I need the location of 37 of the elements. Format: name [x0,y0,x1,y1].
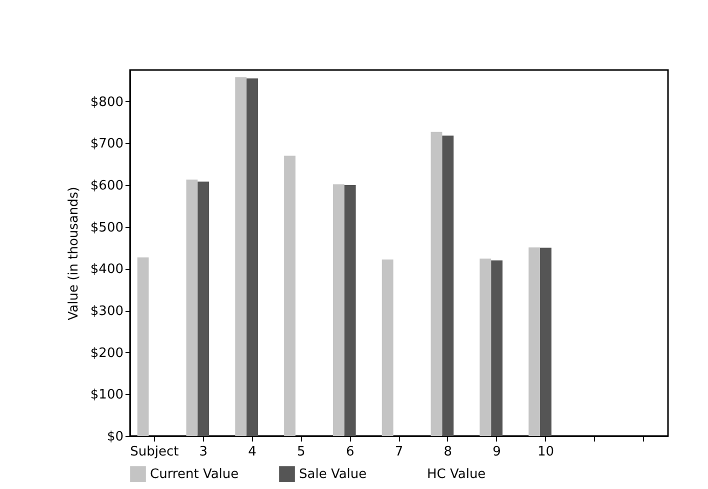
bar [382,259,394,436]
x-tick-label: 4 [248,444,256,460]
bar [528,247,540,436]
bar [246,78,258,436]
bar [491,260,503,436]
x-tick-label: 10 [537,444,554,460]
bar [442,136,454,436]
bar [186,180,198,436]
y-tick-label: $400 [90,262,124,278]
text: HC Value [427,467,486,482]
x-tick-label: Subject [130,444,179,460]
legend-label: Current Value [150,467,239,482]
x-tick-label: 6 [346,444,354,460]
bar [235,77,247,436]
bar [198,182,210,436]
x-tick-label: 5 [297,444,306,460]
x-tick-label: 7 [394,444,404,460]
legend-label: Sale Value [299,467,367,482]
bar [480,258,492,436]
y-tick-label: $0 [106,430,124,444]
y-tick-label: $600 [90,178,124,194]
bar [540,248,552,436]
x-tick-label: 3 [199,444,208,460]
x-tick-label: 9 [492,444,501,460]
y-tick-label: $500 [90,220,124,236]
y-tick-label: $300 [90,304,124,320]
bar [284,156,296,436]
y-axis-title: Value (in thousands) [66,186,82,320]
x-tick-label: 8 [444,444,452,460]
y-tick-label: $200 [90,346,124,361]
bar [430,132,442,436]
y-tick-label: $700 [90,136,124,152]
bar [137,257,149,436]
bar [332,184,344,436]
y-tick-label: $800 [90,94,124,110]
bar [344,185,356,436]
y-tick-label: $100 [90,388,124,403]
